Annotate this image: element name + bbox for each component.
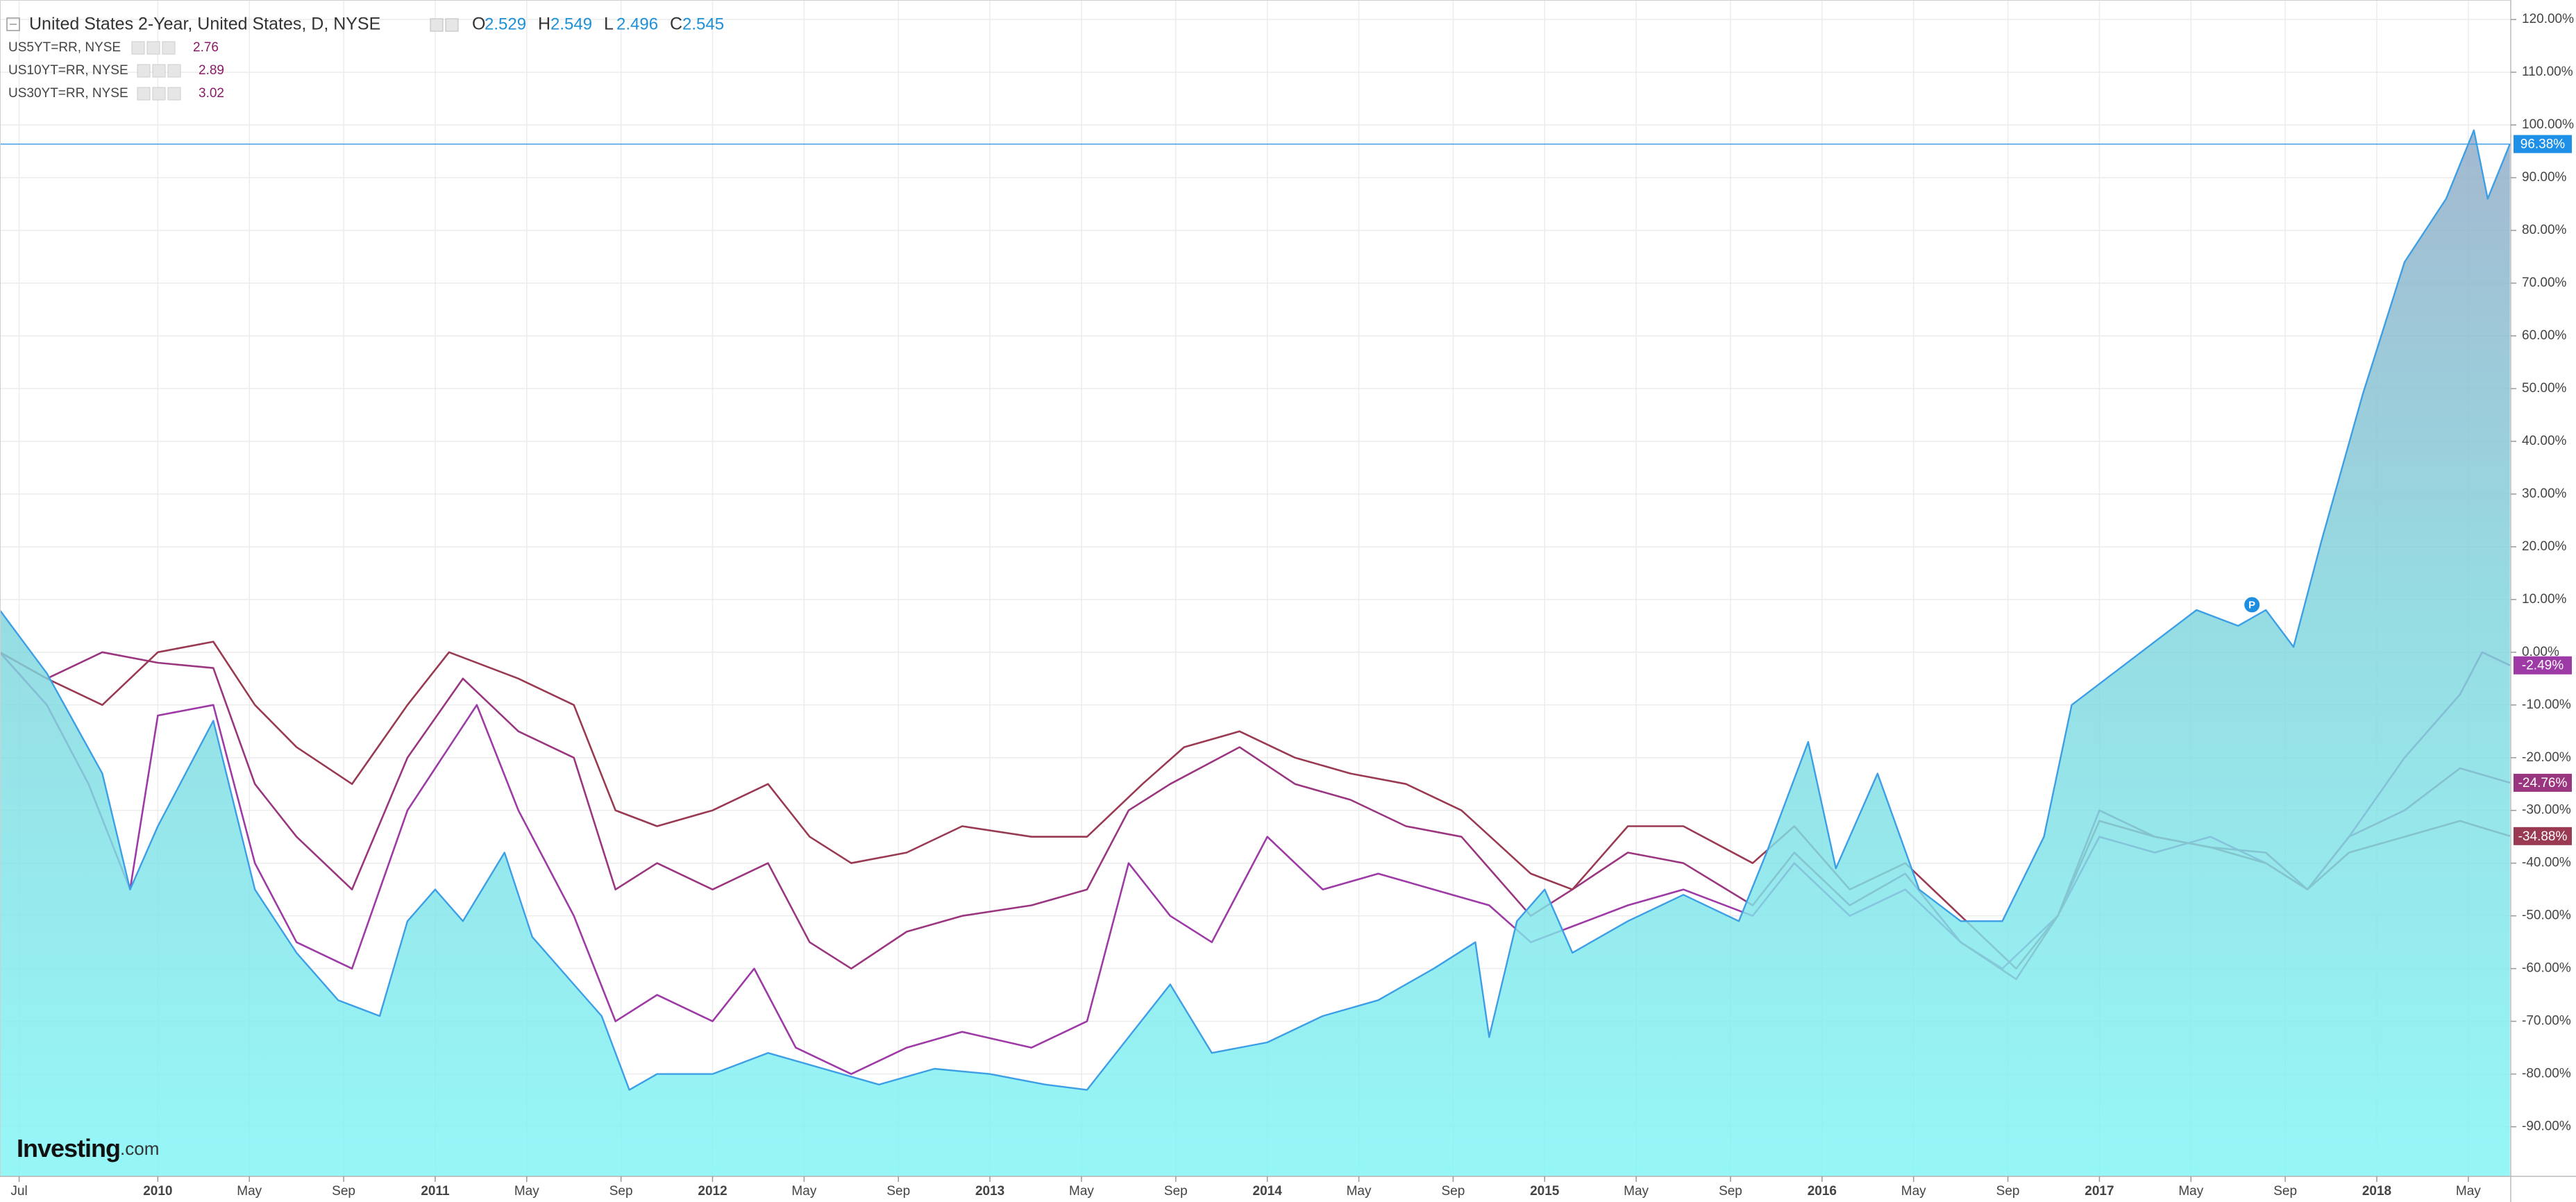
legend-name[interactable]: US10YT=RR, NYSE (8, 63, 128, 78)
ohlc-value: 2.545 (682, 15, 724, 33)
ohlc-value: 2.549 (550, 15, 592, 33)
settings-button[interactable] (430, 18, 444, 32)
ohlc-label: H (538, 15, 550, 34)
x-tick-label: Sep (1996, 1184, 2020, 1199)
legend-name[interactable]: US5YT=RR, NYSE (8, 40, 121, 55)
area-fill (0, 130, 2510, 1176)
x-tick-label: May (1624, 1184, 1649, 1199)
ohlc-label: C (670, 15, 682, 34)
area-line (0, 129, 2511, 1091)
watermark-suffix: .com (120, 1138, 159, 1159)
y-tick-label: -70.00% (2522, 1014, 2571, 1029)
ohlc-value: 2.496 (616, 15, 658, 33)
legend-button[interactable] (152, 64, 166, 78)
ohlc-value: 2.529 (485, 15, 526, 33)
y-tick-label: 90.00% (2522, 170, 2567, 185)
y-tick-label: 50.00% (2522, 381, 2567, 396)
legend-button[interactable] (137, 87, 151, 101)
legend: US5YT=RR, NYSE 2.76 US10YT=RR, NYSE 2.89 US3… (8, 40, 224, 101)
ohlc-label: L (604, 15, 614, 34)
y-tick-label: 120.00% (2522, 12, 2574, 26)
legend-value: 2.76 (193, 40, 219, 55)
x-tick-label: 2012 (698, 1184, 727, 1199)
header: United States 2-Year, United States, D, … (6, 15, 724, 34)
end-label-box (2514, 773, 2572, 792)
end-label: -34.88% (2518, 829, 2568, 844)
ohlc-label: O (472, 15, 485, 34)
y-tick-label: -10.00% (2522, 697, 2571, 712)
y-tick-label: 100.00% (2522, 117, 2574, 132)
end-label-box (2514, 135, 2572, 153)
y-tick-label: -60.00% (2522, 961, 2571, 976)
area-layer (0, 129, 2511, 1176)
y-tick-label: 20.00% (2522, 539, 2567, 554)
x-tick-label: 2017 (2085, 1184, 2114, 1199)
y-tick-label: -40.00% (2522, 856, 2571, 870)
legend-button[interactable] (152, 87, 166, 101)
end-label-box (2514, 656, 2572, 675)
legend-button[interactable] (146, 41, 160, 55)
end-label: -2.49% (2522, 659, 2564, 673)
legend-name[interactable]: US30YT=RR, NYSE (8, 86, 128, 101)
end-label: 96.38% (2520, 137, 2566, 152)
x-tick-label: Sep (1164, 1184, 1188, 1199)
x-tick-label: 2016 (1808, 1184, 1837, 1199)
legend-button[interactable] (162, 41, 176, 55)
y-tick-label: 0.00% (2522, 645, 2559, 659)
legend-button[interactable] (131, 41, 145, 55)
legend-value: 3.02 (199, 86, 224, 101)
end-label-box (2514, 827, 2572, 845)
x-tick-label: May (1347, 1184, 1372, 1199)
y-tick-label: -20.00% (2522, 750, 2571, 765)
x-tick-label: May (791, 1184, 816, 1199)
x-tick-label: 2014 (1253, 1184, 1283, 1199)
x-tick-label: Sep (1719, 1184, 1742, 1199)
x-tick-label: Jul (10, 1184, 27, 1199)
annotation-marker[interactable] (2243, 595, 2262, 614)
y-tick-label: 40.00% (2522, 434, 2567, 448)
watermark-brand: Investing (17, 1134, 120, 1162)
x-tick-label: May (1069, 1184, 1094, 1199)
x-tick-label: May (514, 1184, 539, 1199)
x-tick-label: May (237, 1184, 262, 1199)
y-tick-label: -90.00% (2522, 1119, 2571, 1134)
y-tick-label: 70.00% (2522, 276, 2567, 290)
overlay: P Investing.com (0, 143, 2511, 1162)
x-tick-label: 2011 (421, 1184, 450, 1199)
x-tick-label: 2010 (143, 1184, 172, 1199)
x-tick-label: Sep (886, 1184, 910, 1199)
legend-button[interactable] (167, 64, 181, 78)
y-tick-label: 30.00% (2522, 486, 2567, 501)
y-tick-label: 60.00% (2522, 328, 2567, 343)
x-tick-label: 2013 (975, 1184, 1004, 1199)
legend-value: 2.89 (199, 63, 224, 78)
end-label: -24.76% (2518, 776, 2568, 790)
y-tick-label: 110.00% (2522, 65, 2573, 79)
x-tick-label: May (2456, 1184, 2481, 1199)
legend-button[interactable] (167, 87, 181, 101)
x-tick-label: Sep (1441, 1184, 1465, 1199)
x-tick-label: May (2178, 1184, 2203, 1199)
y-tick-label: -80.00% (2522, 1067, 2571, 1081)
x-tick-label: 2015 (1530, 1184, 1560, 1199)
watermark: Investing.com (17, 1134, 159, 1162)
y-tick-label: -50.00% (2522, 908, 2571, 923)
y-tick-label: 80.00% (2522, 223, 2567, 237)
annotation-text: P (2248, 599, 2255, 611)
y-tick-label: 10.00% (2522, 592, 2567, 607)
x-tick-label: 2018 (2362, 1184, 2391, 1199)
legend-button[interactable] (137, 64, 151, 78)
settings-button[interactable] (445, 18, 459, 32)
x-tick-label: Sep (609, 1184, 633, 1199)
chart-title: United States 2-Year, United States, D, … (29, 15, 380, 34)
y-tick-label: -30.00% (2522, 803, 2571, 818)
x-tick-label: Sep (332, 1184, 355, 1199)
x-tick-label: Sep (2273, 1184, 2297, 1199)
x-tick-label: May (1901, 1184, 1926, 1199)
collapse-button[interactable] (6, 17, 20, 31)
